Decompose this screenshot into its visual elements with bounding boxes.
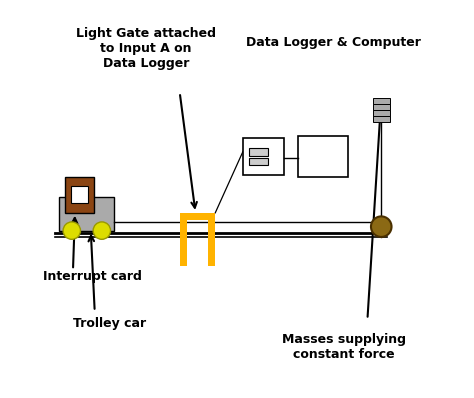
Circle shape [93, 222, 110, 239]
Bar [208, 213, 215, 266]
Bar [373, 116, 390, 122]
Text: Masses supplying
constant force: Masses supplying constant force [282, 333, 406, 361]
Bar [180, 213, 215, 220]
Bar [180, 213, 187, 266]
Text: Interrupt card: Interrupt card [43, 269, 142, 283]
Bar [373, 98, 390, 104]
Circle shape [371, 217, 392, 237]
Text: Light Gate attached
to Input A on
Data Logger: Light Gate attached to Input A on Data L… [76, 27, 216, 70]
Bar [71, 186, 88, 203]
Circle shape [63, 222, 81, 239]
Bar [298, 136, 347, 177]
Bar [373, 104, 390, 110]
Bar [373, 110, 390, 116]
Bar [249, 148, 268, 156]
Text: Data Logger & Computer: Data Logger & Computer [246, 36, 421, 49]
Bar [65, 177, 93, 213]
Text: Trolley car: Trolley car [73, 317, 146, 330]
Bar [59, 197, 115, 230]
Bar [243, 138, 284, 175]
Bar [249, 158, 268, 166]
